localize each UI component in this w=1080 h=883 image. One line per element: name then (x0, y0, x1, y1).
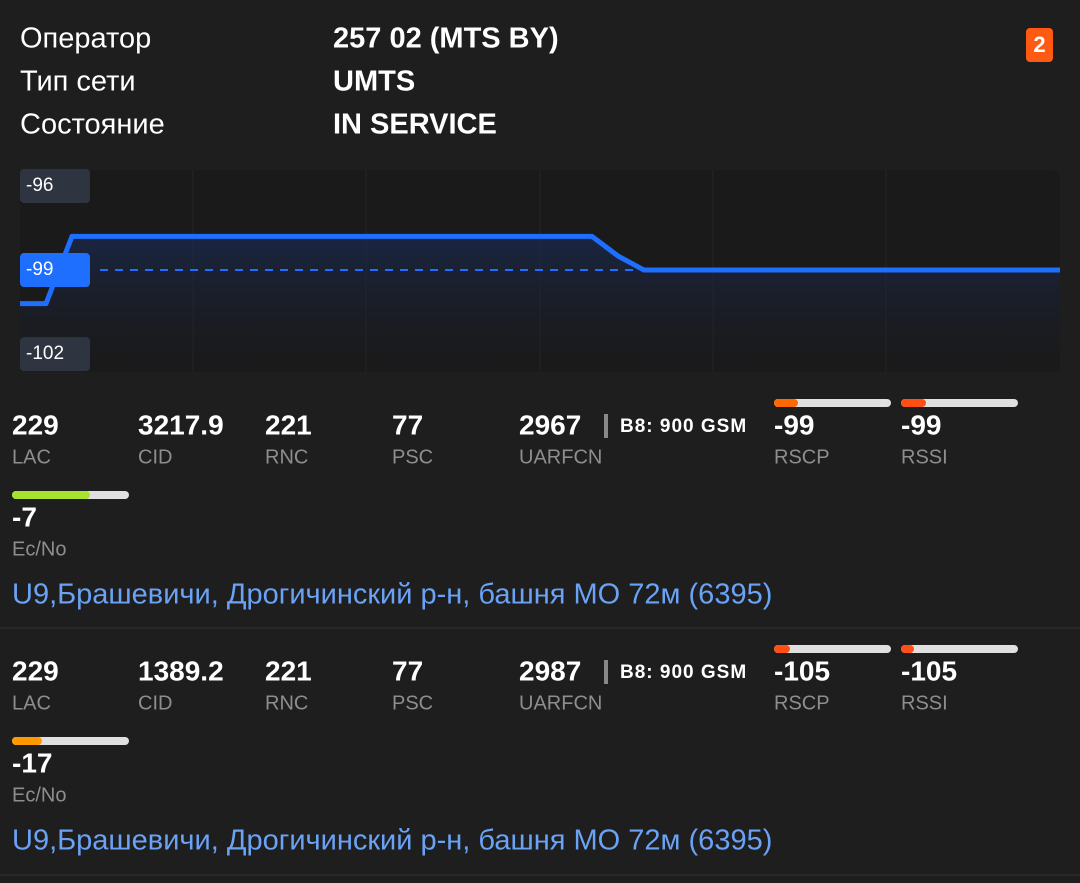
info-label: Тип сети (20, 66, 136, 98)
signal-line (20, 233, 1060, 307)
level-bar-track (774, 645, 891, 653)
field-value: -17 (12, 747, 52, 778)
field-value: -99 (774, 409, 814, 440)
field-value: -99 (901, 409, 941, 440)
band: B8: 900 GSM (620, 662, 747, 683)
field-label: RSSI (901, 446, 948, 468)
y-tick-box (20, 253, 90, 288)
y-tick-label: -102 (26, 343, 64, 364)
field-label: PSC (392, 446, 433, 468)
field-value: -7 (12, 501, 37, 532)
field-label: CID (138, 692, 172, 714)
field-value: 2987 (519, 655, 581, 686)
field-value: -105 (901, 655, 957, 686)
field-value: 77 (392, 655, 423, 686)
level-bar-fill (12, 737, 42, 745)
level-bar-fill (774, 645, 790, 653)
info-value: IN SERVICE (333, 109, 497, 141)
level-bar-fill (901, 399, 926, 407)
field-label: Ec/No (12, 784, 66, 806)
sim-badge (1026, 28, 1053, 62)
field-label: RSCP (774, 692, 830, 714)
band-divider (604, 414, 608, 438)
field-label: CID (138, 446, 172, 468)
field-label: RNC (265, 446, 308, 468)
band-divider (604, 660, 608, 684)
field-label: RSCP (774, 446, 830, 468)
field-label: Ec/No (12, 538, 66, 560)
level-bar-fill (901, 645, 914, 653)
level-bar-track (774, 399, 891, 407)
tower-address: U9,Брашевичи, Дрогичинский р-н, башня МО… (12, 579, 772, 611)
field-value: 1389.2 (138, 655, 224, 686)
field-label: UARFCN (519, 692, 602, 714)
tower-address: U9,Брашевичи, Дрогичинский р-н, башня МО… (12, 825, 772, 857)
y-tick-box (20, 337, 90, 372)
level-bar-fill (12, 491, 90, 499)
field-value: 229 (12, 409, 59, 440)
field-value: 221 (265, 409, 312, 440)
field-label: RSSI (901, 692, 948, 714)
info-label: Оператор (20, 23, 151, 55)
field-label: UARFCN (519, 446, 602, 468)
field-label: RNC (265, 692, 308, 714)
info-value: UMTS (333, 66, 415, 98)
y-tick-label: -96 (26, 175, 53, 196)
info-label: Состояние (20, 109, 165, 141)
field-label: PSC (392, 692, 433, 714)
level-bar-fill (774, 399, 798, 407)
field-value: 2967 (519, 409, 581, 440)
y-tick-label: -99 (26, 259, 53, 280)
level-bar-track (901, 399, 1018, 407)
info-value: 257 02 (MTS BY) (333, 23, 559, 55)
field-value: 221 (265, 655, 312, 686)
level-bar-track (901, 645, 1018, 653)
field-value: 229 (12, 655, 59, 686)
field-label: LAC (12, 692, 51, 714)
field-value: 3217.9 (138, 409, 224, 440)
field-value: -105 (774, 655, 830, 686)
field-value: 77 (392, 409, 423, 440)
band: B8: 900 GSM (620, 416, 747, 437)
field-label: LAC (12, 446, 51, 468)
y-tick-box (20, 168, 90, 203)
sim-badge-text: 2 (1033, 32, 1045, 57)
